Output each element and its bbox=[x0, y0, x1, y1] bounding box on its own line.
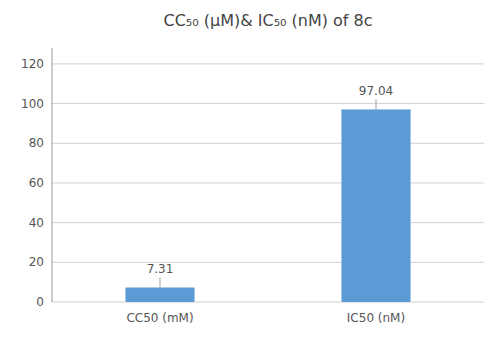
data-label: 97.04 bbox=[359, 84, 393, 98]
bars bbox=[125, 109, 410, 302]
grid-line bbox=[52, 262, 484, 263]
y-tick-label: 20 bbox=[29, 255, 44, 269]
bar bbox=[125, 287, 194, 302]
y-tick-label: 120 bbox=[21, 57, 44, 71]
label-connector bbox=[376, 99, 377, 109]
data-label: 7.31 bbox=[147, 262, 174, 276]
grid bbox=[52, 64, 484, 302]
title: CC₅₀ (μM)& IC₅₀ (nM) of 8c bbox=[163, 11, 372, 30]
y-tick-label: 0 bbox=[36, 295, 44, 309]
y-tick-label: 40 bbox=[29, 216, 44, 230]
y-tick-label: 80 bbox=[29, 136, 44, 150]
grid-line bbox=[52, 302, 484, 303]
grid-line bbox=[52, 63, 484, 64]
y-tick-label: 60 bbox=[29, 176, 44, 190]
bar bbox=[341, 109, 410, 302]
x-tick-label: IC50 (nM) bbox=[347, 311, 405, 325]
y-axis-line bbox=[52, 48, 53, 302]
grid-line bbox=[52, 222, 484, 223]
chart-container: CC₅₀ (μM)& IC₅₀ (nM) of 8c 0 20 40 60 80 100 12… bbox=[0, 0, 500, 338]
x-tick-label: CC50 (mM) bbox=[126, 311, 193, 325]
grid-line bbox=[52, 182, 484, 183]
label-connector bbox=[160, 277, 161, 287]
chart-svg: CC₅₀ (μM)& IC₅₀ (nM) of 8c 0 20 40 60 80 100 12… bbox=[0, 0, 500, 338]
y-tick-label: 100 bbox=[21, 97, 44, 111]
grid-line bbox=[52, 103, 484, 104]
grid-line bbox=[52, 143, 484, 144]
